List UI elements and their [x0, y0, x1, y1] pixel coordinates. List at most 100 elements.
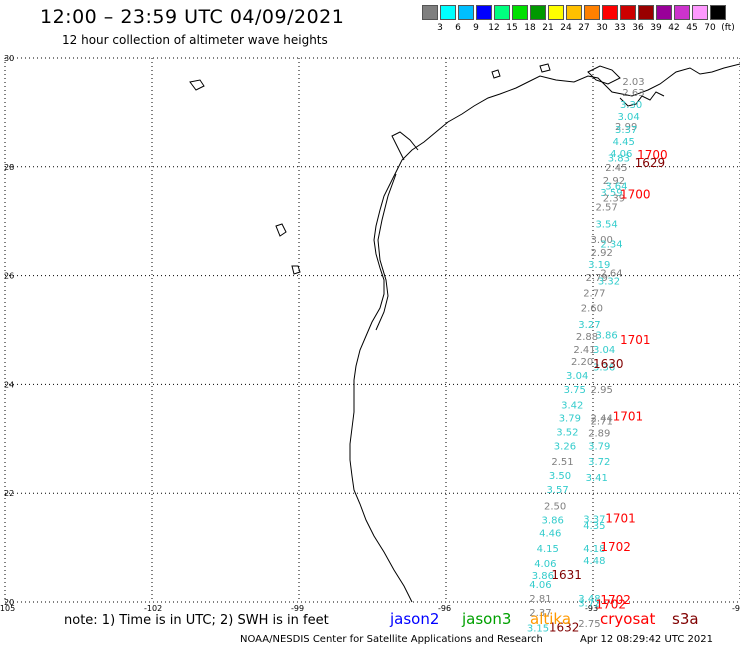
latitude-label: 20	[4, 598, 14, 607]
coastline	[189, 63, 740, 603]
legend-swatch	[494, 5, 510, 20]
legend-swatch	[458, 5, 474, 20]
wave-height-observation: 3.57	[546, 485, 568, 496]
wave-height-observation: 2.60	[581, 304, 603, 315]
wave-height-observation: 2.51	[551, 457, 573, 468]
wave-height-observation: 2.77	[583, 288, 605, 299]
pass-time-label: 1630	[593, 357, 624, 371]
legend-swatch	[656, 5, 672, 20]
pass-time-labels: 1700162917001701163017011701170216311702…	[549, 148, 668, 634]
legend-swatch	[620, 5, 636, 20]
wave-height-observation: 3.00	[591, 235, 613, 246]
wave-height-observation: 3.79	[588, 442, 610, 453]
lake-outline-2	[189, 79, 205, 91]
legend-swatch	[422, 5, 438, 20]
legend-swatch	[566, 5, 582, 20]
wave-height-observation: 2.88	[576, 332, 598, 343]
wave-height-observation: 3.59	[600, 188, 622, 199]
map-title: 12:00 – 23:59 UTC 04/09/2021	[40, 6, 345, 28]
wave-height-observation: 2.81	[529, 594, 551, 605]
wave-height-observation: 4.06	[529, 580, 551, 591]
legend-label: 9	[473, 23, 479, 33]
satellite-altika-label: altika	[530, 610, 572, 628]
wave-height-observation: 2.50	[544, 502, 566, 513]
wave-height-observation: 3.32	[598, 276, 620, 287]
wave-height-observation: 2.20	[571, 357, 593, 368]
lake-outline	[587, 65, 621, 85]
wave-height-observation: 3.48	[578, 594, 600, 605]
wave-height-observation: 3.41	[586, 473, 608, 484]
legend-swatch	[530, 5, 546, 20]
wave-height-observation: 2.92	[603, 176, 625, 187]
legend-label: 70	[704, 23, 716, 33]
longitude-label: -99	[291, 604, 304, 613]
longitude-label: -96	[438, 604, 451, 613]
pass-time-label: 1702	[595, 598, 626, 612]
legend-swatch	[584, 5, 600, 20]
wave-height-observation: 3.19	[588, 260, 610, 271]
pass-time-label: 1629	[635, 156, 666, 170]
pass-time-label: 1702	[600, 540, 631, 554]
wave-height-observation: 3.86	[542, 516, 564, 527]
map-background	[0, 58, 740, 602]
bay-outline	[391, 131, 419, 161]
legend-swatch	[710, 5, 726, 20]
latitude-label: 28	[4, 163, 14, 172]
wave-height-observation: 2.37	[529, 608, 551, 619]
wave-height-observation: 3.04	[618, 112, 640, 123]
wave-height-observation: 2.44	[591, 413, 613, 424]
mississippi-delta	[619, 91, 665, 107]
legend-swatch	[638, 5, 654, 20]
pass-time-label: 1700	[637, 148, 668, 162]
legend-label: 42	[668, 23, 680, 33]
latitude-label: 26	[4, 272, 14, 281]
wave-height-observation: 3.42	[561, 400, 583, 411]
wave-height-observation: 3.54	[595, 220, 617, 231]
wave-height-observation: 4.06	[610, 149, 632, 160]
map-subtitle: 12 hour collection of altimeter wave hei…	[62, 33, 328, 47]
legend-label: 27	[578, 23, 590, 33]
wave-height-observation: 2.63	[622, 88, 644, 99]
legend-label: 21	[542, 23, 554, 33]
wave-height-observation: 3.27	[578, 320, 600, 331]
inland-lake-3	[491, 69, 501, 79]
wave-height-observation: 3.50	[549, 471, 571, 482]
legend-label: 3	[437, 23, 443, 33]
gulf-coastline	[349, 63, 740, 603]
wave-height-observation: 3.72	[588, 457, 610, 468]
wave-height-observation: 2.71	[591, 417, 613, 428]
wave-height-observation: 3.30	[620, 100, 642, 111]
wave-height-observation: 3.04	[566, 371, 588, 382]
legend-label: 18	[524, 23, 536, 33]
legend-label: 12	[488, 23, 500, 33]
legend-swatch	[440, 5, 456, 20]
inland-lake-2	[291, 265, 301, 275]
footer-credit: NOAA/NESDIS Center for Satellite Applica…	[240, 634, 543, 645]
longitude-label: -105	[0, 604, 15, 613]
legend-swatch	[692, 5, 708, 20]
satellite-jason2-label: jason2	[390, 610, 440, 628]
wave-height-observation: 2.41	[573, 345, 595, 356]
wave-height-observation: 3.15	[527, 623, 549, 634]
wave-height-observation: 4.48	[583, 556, 605, 567]
wave-height-observation: 3.79	[559, 413, 581, 424]
wave-height-observation: 2.03	[622, 77, 644, 88]
wave-height-observation: 2.45	[605, 163, 627, 174]
satellite-jason3-label: jason3	[462, 610, 512, 628]
legend-label: 45	[686, 23, 698, 33]
footer-timestamp: Apr 12 08:29:42 UTC 2021	[580, 634, 713, 645]
wave-height-observation: 4.45	[613, 137, 635, 148]
footer-note: note: 1) Time is in UTC; 2) SWH is in fe…	[64, 613, 329, 628]
pass-time-label: 1701	[620, 333, 651, 347]
pass-time-label: 1631	[551, 568, 582, 582]
wave-height-observation: 4.18	[583, 544, 605, 555]
lat-lon-grid	[4, 57, 740, 603]
legend-label: 6	[455, 23, 461, 33]
legend-label: 30	[596, 23, 608, 33]
wave-height-observation: 2.57	[595, 202, 617, 213]
wave-height-observation: 3.75	[564, 385, 586, 396]
wave-height-observation: 3.86	[532, 571, 554, 582]
latitude-label: 24	[4, 380, 14, 389]
wave-height-observation: 2.39	[603, 194, 625, 205]
